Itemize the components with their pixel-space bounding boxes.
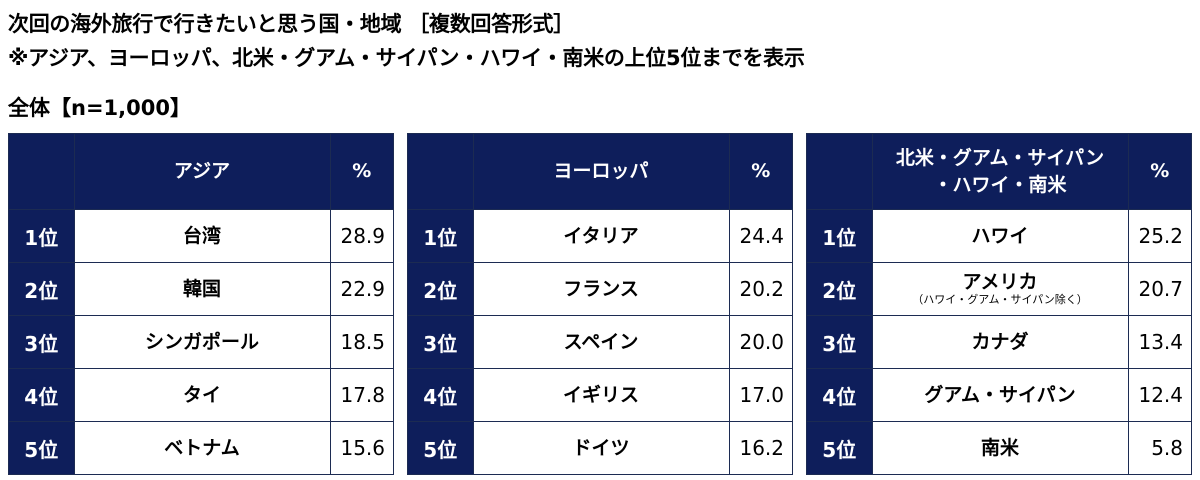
country-note: （ハワイ・グアム・サイパン除く） [912, 293, 1088, 306]
sample-size-label: 全体【n=1,000】 [8, 96, 191, 120]
percent-header: % [1127, 133, 1192, 210]
percent-value: 13.4 [1127, 315, 1192, 369]
country-label: グアム・サイパン [924, 384, 1076, 406]
percent-value: 16.2 [728, 421, 793, 475]
country-name: イギリス [472, 368, 730, 422]
country-name: ドイツ [472, 421, 730, 475]
ranking-table-1: アジア% 1位 台湾 28.9 2位 韓国 22.9 3位 シンガポール 18.5 4位 タイ 17.8… [8, 133, 394, 475]
region-header: ヨーロッパ [472, 133, 730, 210]
country-label: ドイツ [572, 437, 630, 459]
country-name: ハワイ [871, 209, 1129, 263]
percent-value: 20.2 [728, 262, 793, 316]
percent-header: % [329, 133, 394, 210]
rank-label: 4位 [806, 368, 873, 422]
rank-label: 5位 [407, 421, 474, 475]
country-label: フランス [563, 278, 639, 300]
percent-value: 17.8 [329, 368, 394, 422]
table-row: 2位 韓国 22.9 [8, 262, 394, 316]
table-row: 3位 シンガポール 18.5 [8, 315, 394, 369]
country-name: アメリカ （ハワイ・グアム・サイパン除く） [871, 262, 1129, 316]
header-blank-cell [407, 133, 474, 210]
country-name: カナダ [871, 315, 1129, 369]
ranking-table-3: 北米・グアム・サイパン ・ハワイ・南米% 1位 ハワイ 25.2 2位 アメリカ （ハワイ・グ… [806, 133, 1192, 475]
table-row: 3位 カナダ 13.4 [806, 315, 1192, 369]
country-name: タイ [73, 368, 331, 422]
table-header-row: ヨーロッパ% [407, 133, 793, 210]
rank-label: 2位 [407, 262, 474, 316]
percent-value: 18.5 [329, 315, 394, 369]
table-header-row: アジア% [8, 133, 394, 210]
percent-value: 28.9 [329, 209, 394, 263]
rank-label: 5位 [8, 421, 75, 475]
country-label: イギリス [563, 384, 640, 406]
table-row: 2位 アメリカ （ハワイ・グアム・サイパン除く） 20.7 [806, 262, 1192, 316]
country-name: 台湾 [73, 209, 331, 263]
rank-label: 2位 [8, 262, 75, 316]
rank-label: 5位 [806, 421, 873, 475]
country-name: 南米 [871, 421, 1129, 475]
rank-label: 4位 [8, 368, 75, 422]
rank-label: 1位 [806, 209, 873, 263]
country-label: アメリカ [962, 271, 1038, 293]
table-row: 4位 タイ 17.8 [8, 368, 394, 422]
country-name: 韓国 [73, 262, 331, 316]
country-label: シンガポール [145, 331, 260, 353]
rank-label: 1位 [407, 209, 474, 263]
table-row: 2位 フランス 20.2 [407, 262, 793, 316]
rank-label: 2位 [806, 262, 873, 316]
percent-value: 15.6 [329, 421, 394, 475]
table-row: 5位 ドイツ 16.2 [407, 421, 793, 475]
table-row: 4位 イギリス 17.0 [407, 368, 793, 422]
percent-value: 12.4 [1127, 368, 1192, 422]
country-label: 韓国 [183, 278, 222, 300]
table-row: 4位 グアム・サイパン 12.4 [806, 368, 1192, 422]
header-blank-cell [8, 133, 75, 210]
country-label: 台湾 [183, 225, 222, 247]
percent-value: 20.0 [728, 315, 793, 369]
region-header: 北米・グアム・サイパン ・ハワイ・南米 [871, 133, 1129, 210]
table-row: 1位 台湾 28.9 [8, 209, 394, 263]
country-name: スペイン [472, 315, 730, 369]
chart-subtitle: ※アジア、ヨーロッパ、北米・グアム・サイパン・ハワイ・南米の上位5位までを表示 [8, 46, 805, 70]
rank-label: 1位 [8, 209, 75, 263]
table-row: 1位 ハワイ 25.2 [806, 209, 1192, 263]
country-label: 南米 [981, 437, 1020, 459]
percent-value: 22.9 [329, 262, 394, 316]
percent-header: % [728, 133, 793, 210]
percent-value: 17.0 [728, 368, 793, 422]
country-label: スペイン [563, 331, 639, 353]
country-label: イタリア [563, 225, 639, 247]
chart-title: 次回の海外旅行で行きたいと思う国・地域 ［複数回答形式］ [8, 12, 574, 36]
country-label: カナダ [971, 331, 1029, 353]
country-name: グアム・サイパン [871, 368, 1129, 422]
rank-label: 4位 [407, 368, 474, 422]
percent-value: 5.8 [1127, 421, 1192, 475]
table-header-row: 北米・グアム・サイパン ・ハワイ・南米% [806, 133, 1192, 210]
percent-value: 20.7 [1127, 262, 1192, 316]
rank-label: 3位 [806, 315, 873, 369]
percent-value: 24.4 [728, 209, 793, 263]
ranking-table-2: ヨーロッパ% 1位 イタリア 24.4 2位 フランス 20.2 3位 スペイン 20.0 4位 イギ… [407, 133, 793, 475]
header-blank-cell [806, 133, 873, 210]
table-row: 1位 イタリア 24.4 [407, 209, 793, 263]
table-row: 3位 スペイン 20.0 [407, 315, 793, 369]
rank-label: 3位 [8, 315, 75, 369]
country-name: イタリア [472, 209, 730, 263]
country-name: フランス [472, 262, 730, 316]
table-row: 5位 ベトナム 15.6 [8, 421, 394, 475]
country-label: ベトナム [164, 437, 240, 459]
country-label: タイ [183, 384, 222, 406]
country-label: ハワイ [971, 225, 1029, 247]
region-header: アジア [73, 133, 331, 210]
country-name: ベトナム [73, 421, 331, 475]
table-row: 5位 南米 5.8 [806, 421, 1192, 475]
country-name: シンガポール [73, 315, 331, 369]
percent-value: 25.2 [1127, 209, 1192, 263]
rank-label: 3位 [407, 315, 474, 369]
